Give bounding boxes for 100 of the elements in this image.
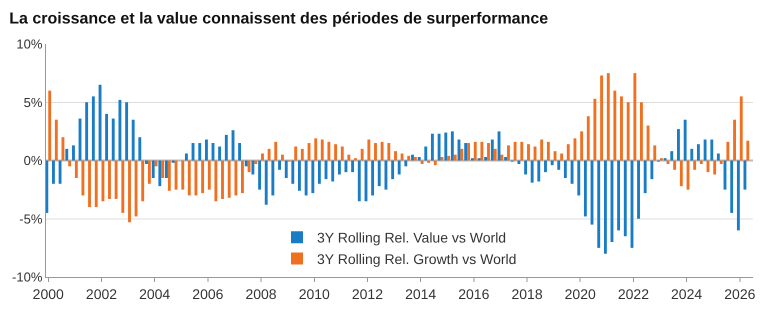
bar <box>736 160 740 230</box>
bar <box>367 140 370 160</box>
bar <box>364 160 368 202</box>
x-tick-label: 2010 <box>298 286 330 302</box>
bar <box>394 151 397 160</box>
bar <box>148 160 151 184</box>
bar <box>620 96 623 160</box>
bar <box>74 160 78 178</box>
bar <box>600 75 604 160</box>
bar <box>546 142 550 160</box>
bar <box>467 143 470 160</box>
chart-title: La croissance et la value connaissent des périodes de surperformance <box>9 10 548 28</box>
bar <box>224 134 228 160</box>
bar <box>294 146 298 160</box>
bar <box>192 143 194 160</box>
x-tick-label: 2016 <box>458 286 490 302</box>
bar <box>384 160 388 190</box>
bar <box>101 160 104 202</box>
bar <box>298 160 301 191</box>
bar <box>165 160 168 178</box>
bar <box>637 160 640 219</box>
bar <box>72 145 75 160</box>
bar <box>271 160 274 196</box>
bar <box>504 157 508 160</box>
bar <box>440 157 444 160</box>
bar <box>218 146 222 160</box>
bar <box>174 160 178 190</box>
bar <box>108 160 111 199</box>
bar <box>138 137 142 160</box>
x-tick-label: 2004 <box>139 286 170 302</box>
bar <box>238 143 242 160</box>
bar <box>726 142 730 160</box>
bar <box>454 154 457 160</box>
y-tick-label: -10% <box>12 270 43 285</box>
bar <box>208 160 211 190</box>
bar <box>640 102 643 160</box>
bar <box>530 160 534 183</box>
bar <box>746 140 750 160</box>
bar <box>666 160 670 164</box>
bar <box>420 160 424 164</box>
bar <box>704 140 707 160</box>
x-tick-label: 2026 <box>724 286 756 302</box>
bar <box>554 151 557 160</box>
bar <box>534 146 536 160</box>
bar <box>125 102 128 160</box>
bar <box>201 160 204 194</box>
bar <box>507 145 510 160</box>
bar <box>713 160 716 174</box>
bar <box>696 144 700 160</box>
legend-label: 3Y Rolling Rel. Value vs World <box>317 230 506 246</box>
bar <box>214 160 218 202</box>
bar <box>154 160 158 166</box>
bar <box>194 160 198 196</box>
bar <box>460 148 464 160</box>
bar <box>324 160 328 180</box>
bar <box>54 120 58 160</box>
bar <box>46 160 48 213</box>
bar <box>693 160 696 170</box>
bar <box>500 154 504 160</box>
bar <box>221 160 224 199</box>
bar <box>374 143 377 160</box>
bar <box>574 138 576 160</box>
bar <box>414 157 417 160</box>
x-tick-label: 2024 <box>671 286 702 302</box>
bar <box>241 160 244 194</box>
bar <box>706 160 710 172</box>
bar <box>646 126 650 160</box>
bar <box>743 160 746 190</box>
bar <box>404 160 408 166</box>
y-tick-label: 5% <box>24 94 43 110</box>
x-tick-label: 2008 <box>245 286 277 302</box>
bar <box>487 143 490 160</box>
bar <box>360 148 364 160</box>
x-tick-label: 2014 <box>405 286 436 302</box>
bar <box>118 100 122 160</box>
bar <box>686 160 690 190</box>
bar <box>204 140 208 160</box>
legend-label: 3Y Rolling Rel. Growth vs World <box>317 250 516 267</box>
bar <box>304 160 308 196</box>
bar <box>78 118 82 160</box>
bar <box>308 143 310 160</box>
bar <box>278 160 281 170</box>
bar <box>168 160 171 191</box>
bar <box>258 160 262 190</box>
bar <box>604 160 607 254</box>
bar <box>92 96 95 160</box>
bar <box>650 160 654 180</box>
bar <box>327 142 330 160</box>
bar <box>88 160 91 208</box>
bar <box>550 160 554 166</box>
bar <box>716 154 720 160</box>
x-tick-label: 2020 <box>564 286 596 302</box>
bar <box>311 160 314 194</box>
bar <box>527 144 530 160</box>
bar <box>52 160 55 184</box>
bar <box>400 154 404 160</box>
bar <box>371 160 374 196</box>
bar <box>105 114 108 160</box>
bar <box>590 160 594 225</box>
bar <box>334 144 338 160</box>
